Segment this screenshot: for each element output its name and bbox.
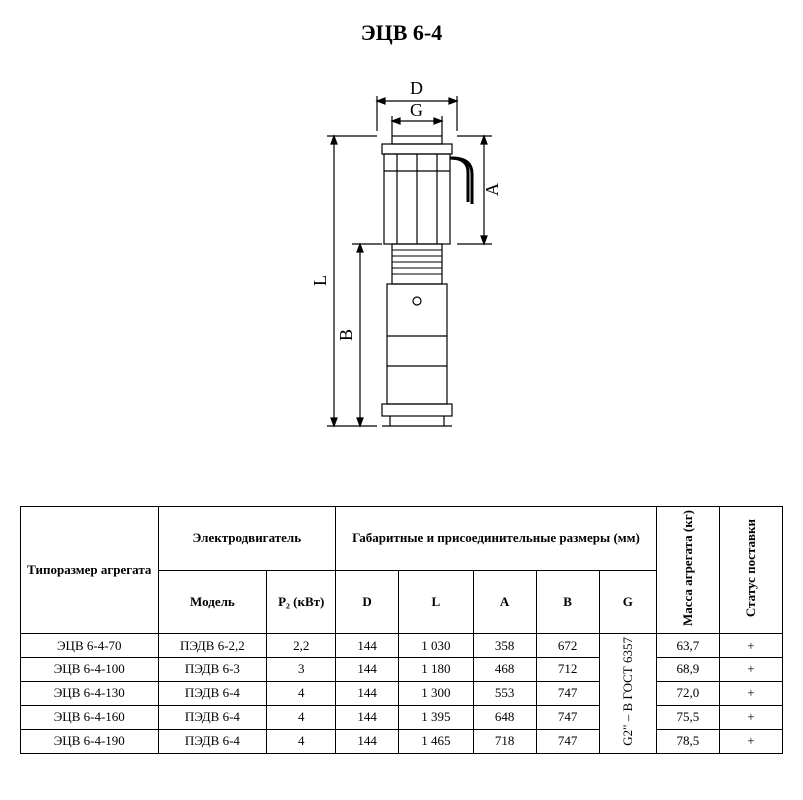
table-cell: 747 — [536, 681, 599, 705]
dim-label-G: G — [410, 100, 423, 120]
th-power: P₂ (кВт) — [267, 570, 336, 634]
table-cell-G: G2" – B ГОСТ 6357 — [599, 634, 656, 754]
table-cell: ПЭДВ 6-4 — [158, 705, 267, 729]
table-cell: 144 — [336, 729, 399, 753]
th-dims-group: Габаритные и присоединительные размеры (… — [336, 507, 657, 571]
table-cell: 144 — [336, 657, 399, 681]
table-cell: ЭЦВ 6-4-160 — [21, 705, 159, 729]
diagram-container: D G — [20, 76, 783, 446]
th-type: Типоразмер агрегата — [21, 507, 159, 634]
table-cell: ПЭДВ 6-3 — [158, 657, 267, 681]
th-model: Модель — [158, 570, 267, 634]
table-cell: 1 180 — [399, 657, 473, 681]
table-cell: 144 — [336, 681, 399, 705]
table-cell: 747 — [536, 705, 599, 729]
table-cell: 144 — [336, 705, 399, 729]
table-cell: 4 — [267, 681, 336, 705]
table-cell: ЭЦВ 6-4-70 — [21, 634, 159, 658]
th-mass: Масса агрегата (кг) — [656, 507, 719, 634]
th-L: L — [399, 570, 473, 634]
spec-table: Типоразмер агрегата Электродвигатель Габ… — [20, 506, 783, 754]
table-cell: 553 — [473, 681, 536, 705]
table-cell: ПЭДВ 6-4 — [158, 681, 267, 705]
table-cell: 468 — [473, 657, 536, 681]
table-cell: 75,5 — [656, 705, 719, 729]
table-cell: 3 — [267, 657, 336, 681]
dim-label-D: D — [410, 78, 423, 98]
table-cell: ЭЦВ 6-4-190 — [21, 729, 159, 753]
table-cell: 78,5 — [656, 729, 719, 753]
dim-label-L: L — [310, 275, 330, 286]
dim-label-B: B — [336, 329, 356, 341]
table-cell: 68,9 — [656, 657, 719, 681]
table-cell: 1 030 — [399, 634, 473, 658]
table-cell: ЭЦВ 6-4-100 — [21, 657, 159, 681]
table-cell: 63,7 — [656, 634, 719, 658]
table-cell: 4 — [267, 705, 336, 729]
th-status: Статус поставки — [719, 507, 782, 634]
th-D: D — [336, 570, 399, 634]
table-cell: ПЭДВ 6-2,2 — [158, 634, 267, 658]
table-cell: 144 — [336, 634, 399, 658]
table-row: ЭЦВ 6-4-190ПЭДВ 6-441441 465718747 78,5+ — [21, 729, 783, 753]
table-cell: ЭЦВ 6-4-130 — [21, 681, 159, 705]
table-row: ЭЦВ 6-4-160ПЭДВ 6-441441 395648747 75,5+ — [21, 705, 783, 729]
th-motor-group: Электродвигатель — [158, 507, 336, 571]
table-cell: ПЭДВ 6-4 — [158, 729, 267, 753]
table-cell: 72,0 — [656, 681, 719, 705]
table-cell: 672 — [536, 634, 599, 658]
th-B: B — [536, 570, 599, 634]
table-cell: 648 — [473, 705, 536, 729]
table-cell: 4 — [267, 729, 336, 753]
table-cell: 358 — [473, 634, 536, 658]
table-cell: 718 — [473, 729, 536, 753]
diagram-svg: D G — [262, 76, 542, 446]
table-cell: 712 — [536, 657, 599, 681]
table-cell: 1 395 — [399, 705, 473, 729]
table-cell: + — [719, 681, 782, 705]
table-cell: 747 — [536, 729, 599, 753]
table-cell: + — [719, 657, 782, 681]
table-header: Типоразмер агрегата Электродвигатель Габ… — [21, 507, 783, 634]
page-title: ЭЦВ 6-4 — [20, 20, 783, 46]
dim-label-A: A — [482, 183, 502, 196]
table-cell: 1 300 — [399, 681, 473, 705]
th-A: A — [473, 570, 536, 634]
table-body: ЭЦВ 6-4-70ПЭДВ 6-2,22,21441 030358672G2"… — [21, 634, 783, 754]
table-cell: + — [719, 634, 782, 658]
table-cell: 1 465 — [399, 729, 473, 753]
pump-diagram: D G — [262, 76, 542, 446]
table-cell: + — [719, 729, 782, 753]
table-cell: + — [719, 705, 782, 729]
table-cell: 2,2 — [267, 634, 336, 658]
table-row: ЭЦВ 6-4-130ПЭДВ 6-441441 300553747 72,0+ — [21, 681, 783, 705]
table-row: ЭЦВ 6-4-70ПЭДВ 6-2,22,21441 030358672G2"… — [21, 634, 783, 658]
table-row: ЭЦВ 6-4-100ПЭДВ 6-331441 180468712 68,9+ — [21, 657, 783, 681]
th-G: G — [599, 570, 656, 634]
